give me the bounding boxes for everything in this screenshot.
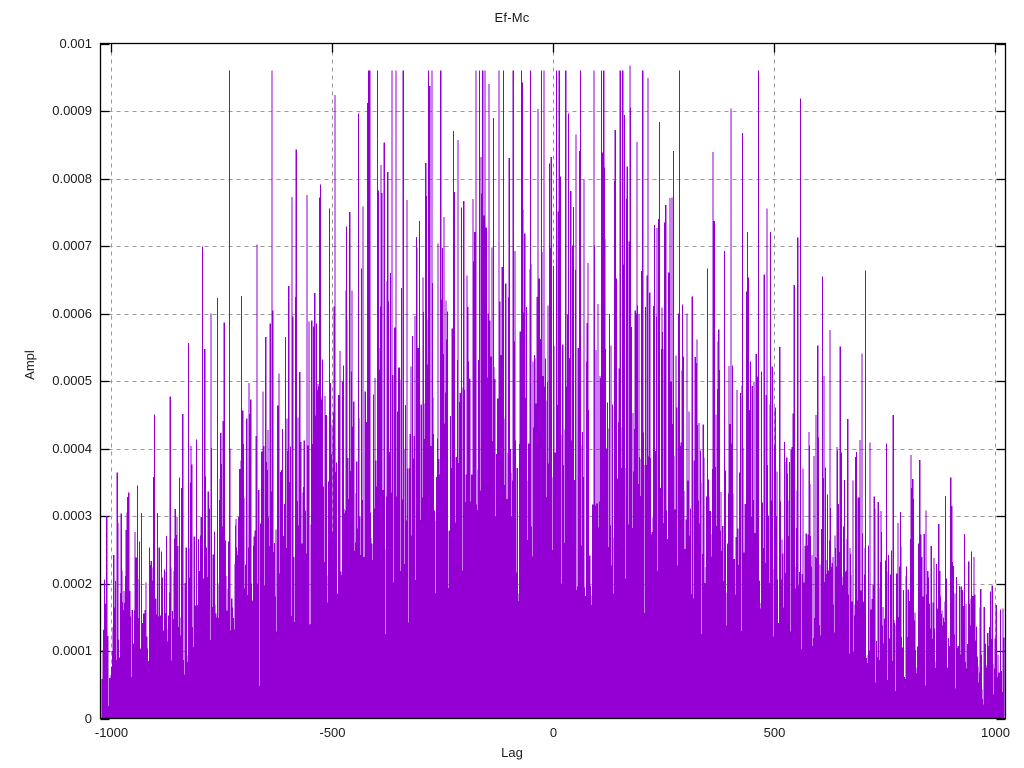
y-axis-label: Ampl — [22, 350, 37, 380]
y-tick-label: 0.0002 — [52, 575, 92, 591]
chart-title: Ef-Mc — [494, 10, 530, 25]
x-tick-label: -500 — [319, 724, 346, 740]
y-tick-label: 0.0006 — [52, 305, 92, 321]
plot-frame — [99, 42, 1007, 720]
y-tick-label: 0.0008 — [52, 170, 92, 186]
x-tick-label: 1000 — [981, 724, 1010, 740]
x-axis-label: Lag — [501, 745, 523, 760]
x-tick-label: -1000 — [94, 724, 129, 740]
y-tick-label: 0.0001 — [52, 642, 92, 658]
y-tick-label: 0.0009 — [52, 102, 92, 118]
y-tick-label: 0 — [84, 710, 92, 726]
impulse-series — [101, 65, 1005, 719]
y-tick-label: 0.001 — [59, 35, 92, 51]
y-tick-label: 0.0003 — [52, 507, 92, 523]
y-tick-label: 0.0007 — [52, 237, 92, 253]
y-tick-label: 0.0004 — [52, 440, 92, 456]
x-tick-label: 500 — [763, 724, 786, 740]
x-tick-label: 0 — [549, 724, 558, 740]
y-tick-label: 0.0005 — [52, 372, 92, 388]
impulse-lines — [101, 65, 1005, 719]
